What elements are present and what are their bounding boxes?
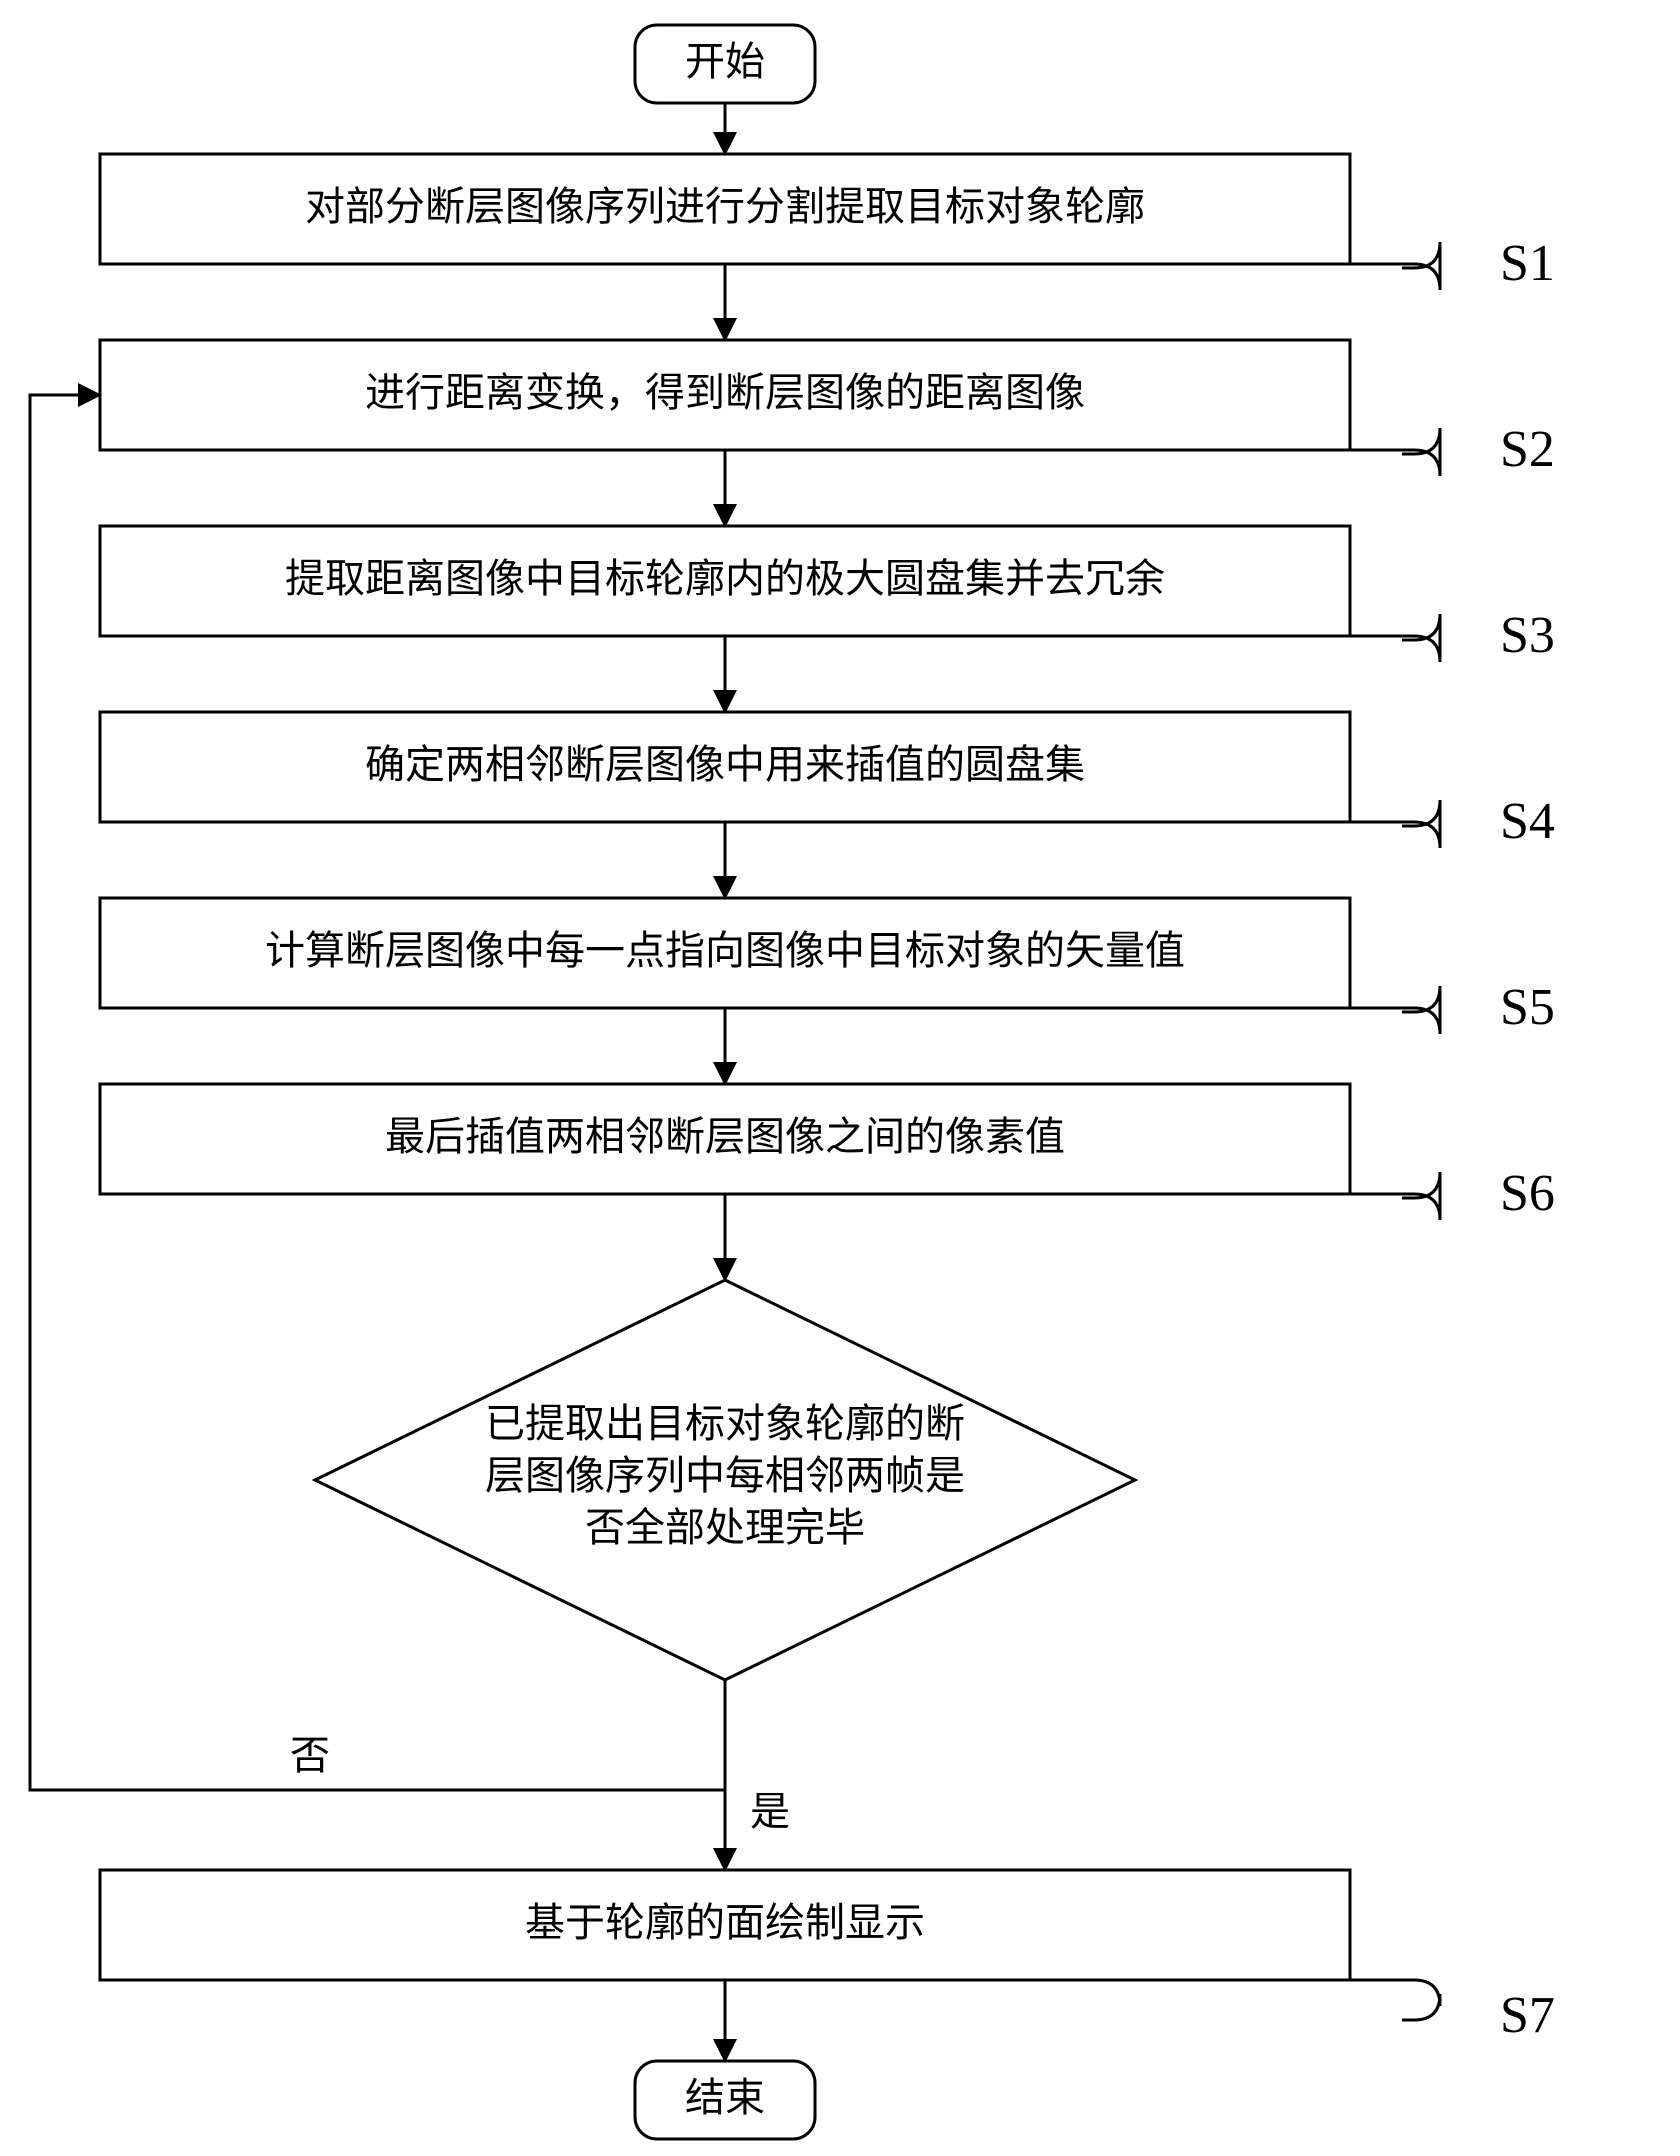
step-S2-text: 进行距离变换，得到断层图像的距离图像 — [365, 370, 1085, 415]
label-S7: S7 — [1500, 1987, 1555, 2044]
step-S3: 提取距离图像中目标轮廓内的极大圆盘集并去冗余 S3 — [100, 526, 1555, 664]
terminal-end: 结束 — [635, 2061, 815, 2139]
decision-line-0: 已提取出目标对象轮廓的断 — [485, 1401, 965, 1446]
label-S4: S4 — [1500, 793, 1555, 850]
label-S3: S3 — [1500, 607, 1555, 664]
terminal-start: 开始 — [635, 25, 815, 103]
brace-S5 — [1350, 986, 1440, 1034]
step-S1-text: 对部分断层图像序列进行分割提取目标对象轮廓 — [305, 184, 1145, 229]
step-S4: 确定两相邻断层图像中用来插值的圆盘集 S4 — [100, 712, 1555, 850]
brace-S2 — [1350, 428, 1440, 476]
brace-S6 — [1350, 1172, 1440, 1220]
decision-line-2: 否全部处理完毕 — [585, 1505, 865, 1550]
branch-no: 否 — [290, 1733, 330, 1778]
step-S3-text: 提取距离图像中目标轮廓内的极大圆盘集并去冗余 — [285, 556, 1165, 601]
decision: 已提取出目标对象轮廓的断层图像序列中每相邻两帧是否全部处理完毕 — [315, 1280, 1135, 1680]
label-S2: S2 — [1500, 421, 1555, 478]
brace-S4 — [1350, 800, 1440, 848]
step-S1: 对部分断层图像序列进行分割提取目标对象轮廓 S1 — [100, 154, 1555, 292]
branch-yes: 是 — [750, 1789, 790, 1834]
step-S5: 计算断层图像中每一点指向图像中目标对象的矢量值 S5 — [100, 898, 1555, 1036]
step-S4-text: 确定两相邻断层图像中用来插值的圆盘集 — [365, 742, 1085, 787]
decision-line-1: 层图像序列中每相邻两帧是 — [485, 1453, 965, 1498]
terminal-end-label: 结束 — [685, 2075, 765, 2120]
terminal-start-label: 开始 — [685, 39, 765, 84]
step-S5-text: 计算断层图像中每一点指向图像中目标对象的矢量值 — [265, 928, 1185, 973]
label-S6: S6 — [1500, 1165, 1555, 1222]
step-S7-text: 基于轮廓的面绘制显示 — [525, 1900, 925, 1945]
loop-back-path — [30, 395, 725, 1790]
brace-S7 — [1350, 1980, 1440, 2020]
brace-S3 — [1350, 614, 1440, 662]
brace-S1 — [1350, 242, 1440, 290]
step-S7: 基于轮廓的面绘制显示 S7 — [100, 1870, 1555, 2044]
step-S6: 最后插值两相邻断层图像之间的像素值 S6 — [100, 1084, 1555, 1222]
step-S2: 进行距离变换，得到断层图像的距离图像 S2 — [100, 340, 1555, 478]
step-S6-text: 最后插值两相邻断层图像之间的像素值 — [385, 1114, 1065, 1159]
label-S5: S5 — [1500, 979, 1555, 1036]
label-S1: S1 — [1500, 235, 1555, 292]
